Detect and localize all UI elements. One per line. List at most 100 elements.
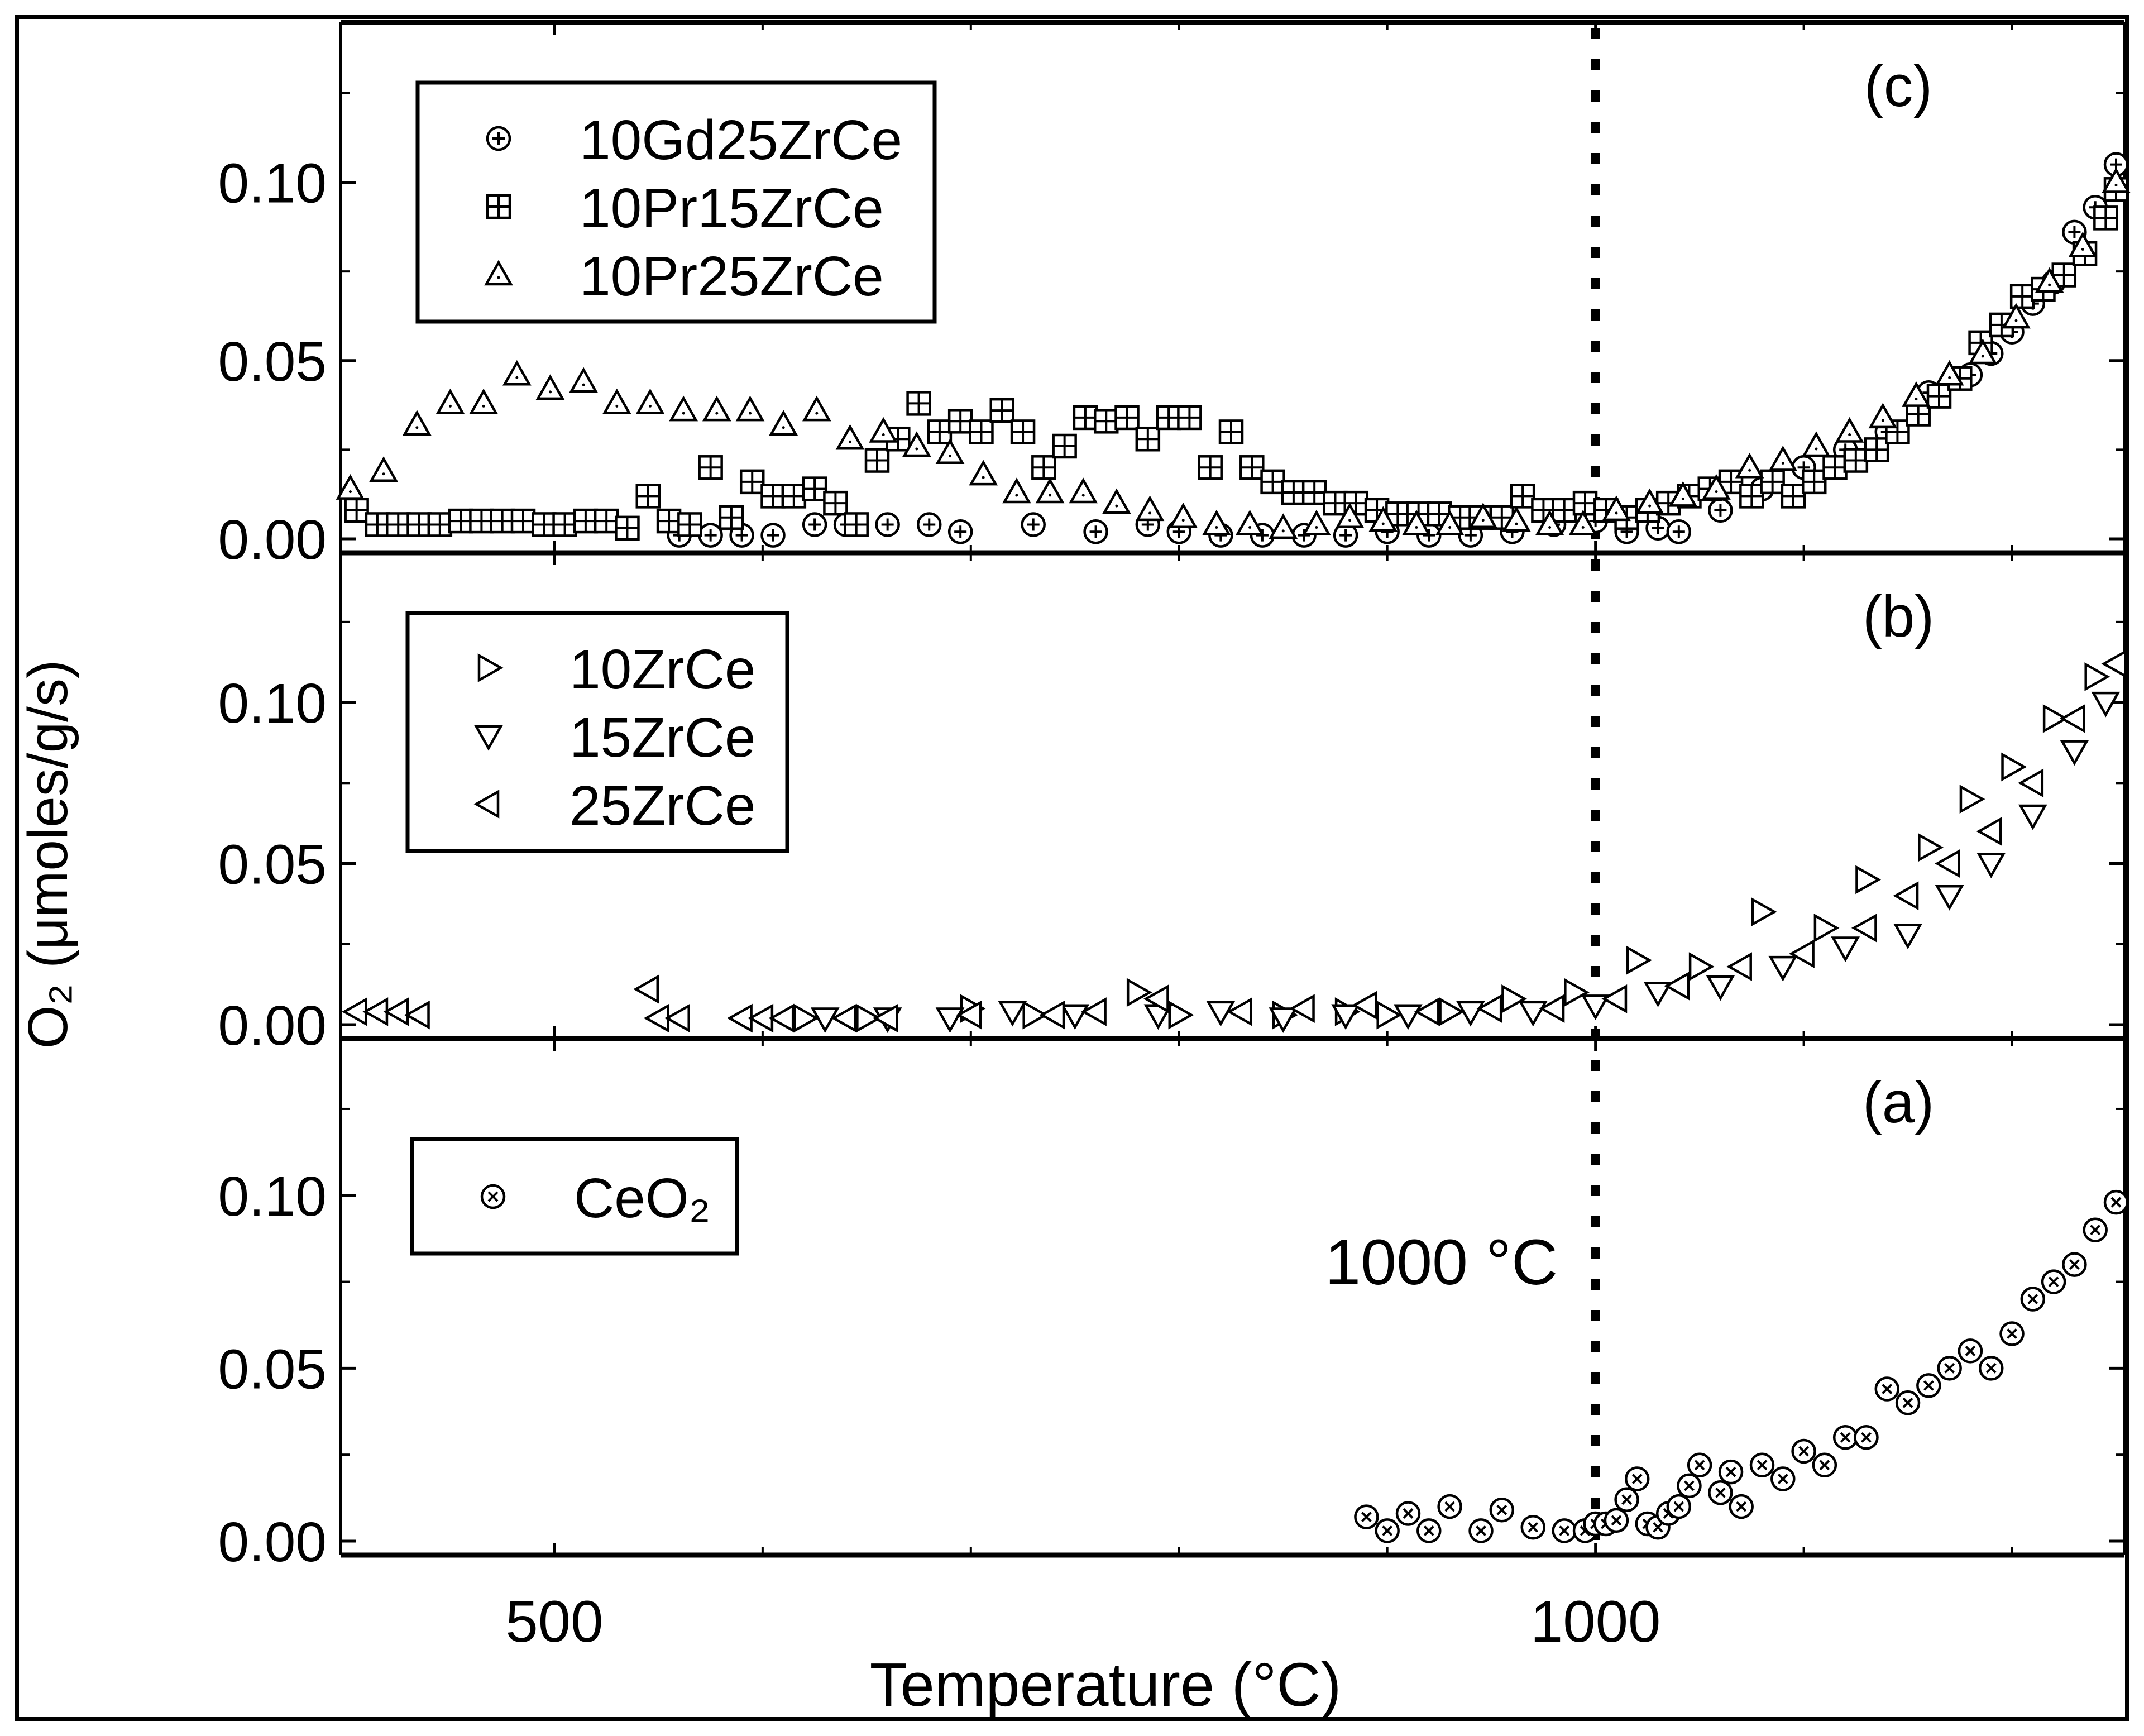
data-point-triangle-left xyxy=(831,1003,857,1033)
data-point-triangle-up xyxy=(1069,477,1098,504)
data-point-triangle-up xyxy=(1135,495,1165,522)
data-point-triangle-up xyxy=(2002,303,2031,329)
data-point-square-plus xyxy=(1510,484,1535,509)
data-point-circle-x xyxy=(1791,1438,1816,1464)
data-point-circle-x xyxy=(2083,1217,2108,1242)
marker-triangle xyxy=(2059,704,2085,733)
marker-cross xyxy=(1361,1512,1372,1523)
data-point-square-plus xyxy=(677,512,702,537)
marker-triangle xyxy=(2060,740,2089,766)
data-point-circle-x xyxy=(1552,1518,1577,1543)
data-point-square-plus xyxy=(385,512,411,537)
data-point-square-plus xyxy=(844,512,869,537)
legend-entry-label: 10Pr25ZrCe xyxy=(580,245,884,308)
marker-cross xyxy=(2110,1197,2122,1208)
marker-dot xyxy=(448,404,452,408)
data-point-square-plus xyxy=(823,490,848,516)
marker-triangle xyxy=(1726,952,1752,982)
data-point-triangle-up xyxy=(484,260,513,286)
marker-dot xyxy=(1681,497,1684,500)
marker-dot xyxy=(982,476,985,479)
data-point-circle-x xyxy=(1468,1518,1494,1543)
data-point-square-plus xyxy=(906,391,931,416)
data-point-square-plus xyxy=(2093,205,2118,231)
marker-triangle xyxy=(2091,691,2121,718)
marker-triangle xyxy=(1855,865,1882,895)
data-point-square-plus xyxy=(760,484,786,509)
panel-label-c: (c) xyxy=(1864,54,1932,119)
marker-triangle xyxy=(1893,881,1919,911)
y-axis-label: O₂ (μmoles/g/s) xyxy=(17,660,79,1049)
marker-dot xyxy=(1715,490,1718,494)
data-point-square-plus xyxy=(2009,284,2035,309)
marker-cross xyxy=(1725,1466,1736,1477)
marker-triangle xyxy=(1564,978,1590,1007)
data-point-triangle-left xyxy=(633,974,659,1004)
marker-triangle xyxy=(2101,649,2127,678)
data-point-triangle-left xyxy=(2059,704,2085,733)
marker-triangle xyxy=(1902,381,1931,407)
marker-triangle xyxy=(1918,833,1944,862)
data-point-square-plus xyxy=(947,409,973,434)
data-point-circle-plus xyxy=(486,126,511,151)
marker-triangle xyxy=(873,1003,898,1033)
data-point-triangle-right xyxy=(477,653,504,682)
marker-triangle xyxy=(1751,897,1777,926)
data-point-triangle-up xyxy=(869,417,898,443)
marker-dot xyxy=(882,433,885,436)
panel-a-points xyxy=(1354,1189,2129,1543)
data-point-triangle-right xyxy=(1376,1000,1403,1030)
data-point-triangle-up xyxy=(669,395,698,422)
data-point-square-plus xyxy=(1218,419,1244,444)
y-tick-label: 0.00 xyxy=(218,1511,327,1574)
marker-dot xyxy=(497,276,500,279)
data-point-circle-x xyxy=(1749,1452,1775,1478)
data-point-triangle-up xyxy=(436,388,465,414)
data-point-triangle-down xyxy=(1394,1004,1423,1030)
marker-dot xyxy=(1548,525,1552,529)
data-point-triangle-left xyxy=(1976,816,2002,846)
marker-cross xyxy=(487,1191,499,1202)
series-25ZrCe xyxy=(342,649,2127,1033)
marker-triangle xyxy=(1851,914,1877,943)
data-point-triangle-left xyxy=(1476,994,1502,1024)
marker-dot xyxy=(949,455,952,458)
marker-triangle xyxy=(1802,431,1831,457)
data-point-triangle-up xyxy=(336,474,365,500)
marker-cross xyxy=(2027,1294,2038,1304)
data-point-triangle-up xyxy=(935,438,965,465)
marker-dot xyxy=(1348,519,1352,522)
marker-cross xyxy=(1965,1346,1976,1356)
data-point-circle-plus xyxy=(947,519,973,544)
marker-triangle xyxy=(633,974,659,1004)
data-point-triangle-up xyxy=(1368,506,1398,532)
marker-triangle xyxy=(1269,513,1298,539)
data-point-triangle-up xyxy=(2068,231,2098,257)
data-point-triangle-down xyxy=(810,1007,840,1034)
data-point-triangle-right xyxy=(1813,914,1840,943)
data-point-triangle-up xyxy=(702,395,731,422)
marker-triangle xyxy=(2002,303,2031,329)
marker-triangle xyxy=(1002,477,1031,504)
marker-triangle xyxy=(1706,975,1735,1001)
data-point-triangle-right xyxy=(1022,1000,1049,1030)
marker-cross xyxy=(1923,1380,1934,1391)
legend-entry-label: 15ZrCe xyxy=(570,706,755,769)
data-point-square-plus xyxy=(1531,498,1556,523)
marker-cross xyxy=(2048,1276,2059,1287)
data-point-triangle-left xyxy=(1539,994,1565,1024)
data-point-triangle-up xyxy=(1235,509,1265,535)
marker-dot xyxy=(1815,447,1818,451)
marker-triangle xyxy=(2018,768,2044,798)
marker-triangle xyxy=(1893,924,1922,950)
marker-dot xyxy=(815,412,819,415)
marker-cross xyxy=(2069,1259,2080,1270)
panel-frames xyxy=(339,20,2126,1558)
marker-dot xyxy=(1115,504,1118,508)
marker-cross xyxy=(2090,1225,2101,1236)
data-point-square-plus xyxy=(532,512,557,537)
data-point-circle-plus xyxy=(2103,152,2129,177)
